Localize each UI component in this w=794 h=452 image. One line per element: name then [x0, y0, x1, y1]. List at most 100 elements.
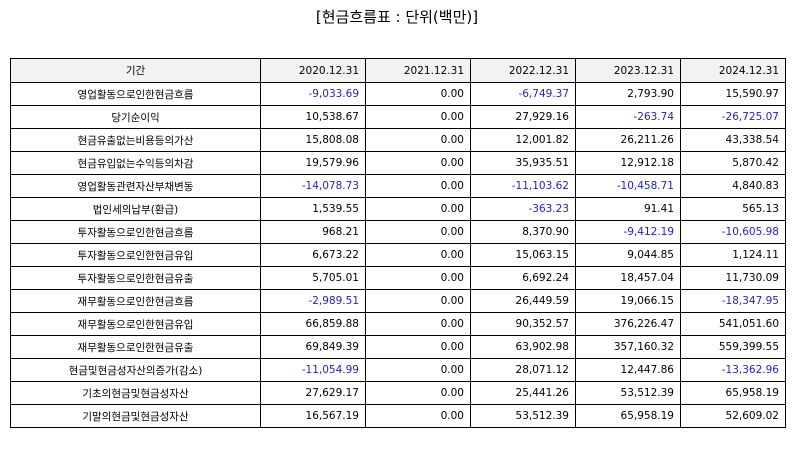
row-label: 투자활동으로인한현금유입 — [10, 243, 261, 267]
value-cell: 12,001.82 — [470, 128, 576, 152]
value-cell: 27,929.16 — [470, 105, 576, 129]
value-cell: -9,412.19 — [575, 220, 681, 244]
row-label: 기말의현금및현금성자산 — [10, 404, 261, 428]
row-label: 현금유입없는수익등의차감 — [10, 151, 261, 175]
value-cell: 559,399.55 — [680, 335, 786, 359]
value-cell: 26,449.59 — [470, 289, 576, 313]
value-cell: 27,629.17 — [260, 381, 366, 405]
value-cell: 4,840.83 — [680, 174, 786, 198]
value-cell: 1,539.55 — [260, 197, 366, 221]
value-cell: 0.00 — [365, 358, 471, 382]
value-cell: 8,370.90 — [470, 220, 576, 244]
value-cell: 0.00 — [365, 312, 471, 336]
value-cell: 6,673.22 — [260, 243, 366, 267]
value-cell: 12,912.18 — [575, 151, 681, 175]
value-cell: 541,051.60 — [680, 312, 786, 336]
table-row: 투자활동으로인한현금흐름 968.21 0.00 8,370.90 -9,412.19-… — [10, 220, 786, 244]
value-cell: -18,347.95 — [680, 289, 786, 313]
row-label: 재무활동으로인한현금흐름 — [10, 289, 261, 313]
value-cell: 376,226.47 — [575, 312, 681, 336]
value-cell: 0.00 — [365, 289, 471, 313]
value-cell: 65,958.19 — [575, 404, 681, 428]
value-cell: 0.00 — [365, 82, 471, 106]
table-body: 영업활동으로인한현금흐름 -9,033.69 0.00 -6,749.37 2,793.… — [10, 82, 786, 428]
value-cell: 0.00 — [365, 335, 471, 359]
value-cell: 65,958.19 — [680, 381, 786, 405]
value-cell: 5,705.01 — [260, 266, 366, 290]
value-cell: -10,605.98 — [680, 220, 786, 244]
value-cell: 968.21 — [260, 220, 366, 244]
value-cell: 35,935.51 — [470, 151, 576, 175]
table-row: 재무활동으로인한현금흐름 -2,989.51 0.00 26,449.59 19,066… — [10, 289, 786, 313]
table-row: 영업활동관련자산부채변동 -14,078.73 0.00 -11,103.62 -10,… — [10, 174, 786, 198]
value-cell: 16,567.19 — [260, 404, 366, 428]
row-label: 투자활동으로인한현금유출 — [10, 266, 261, 290]
value-cell: -13,362.96 — [680, 358, 786, 382]
row-label: 당기순이익 — [10, 105, 261, 129]
row-label: 재무활동으로인한현금유출 — [10, 335, 261, 359]
period-header: 2021.12.31 — [365, 58, 471, 83]
value-cell: 52,609.02 — [680, 404, 786, 428]
value-cell: 12,447.86 — [575, 358, 681, 382]
value-cell: 53,512.39 — [470, 404, 576, 428]
table-row: 현금및현금성자산의증가(감소) -11,054.99 0.00 28,071.12 12… — [10, 358, 786, 382]
value-cell: 0.00 — [365, 243, 471, 267]
value-cell: 15,808.08 — [260, 128, 366, 152]
row-label: 영업활동으로인한현금흐름 — [10, 82, 261, 106]
value-cell: -2,989.51 — [260, 289, 366, 313]
table-row: 재무활동으로인한현금유입 66,859.88 0.00 90,352.57 376,22… — [10, 312, 786, 336]
value-cell: 565.13 — [680, 197, 786, 221]
value-cell: -9,033.69 — [260, 82, 366, 106]
page-title: [현금흐름표 : 단위(백만)] — [315, 8, 479, 26]
value-cell: 28,071.12 — [470, 358, 576, 382]
value-cell: 9,044.85 — [575, 243, 681, 267]
header-row: 기간 2020.12.31 2021.12.31 2022.12.31 2023… — [10, 58, 786, 83]
cash-flow-table: 기간 2020.12.31 2021.12.31 2022.12.31 2023… — [10, 58, 786, 428]
table-row: 법인세의납부(환급) 1,539.55 0.00 -363.23 91.41 565.13 — [10, 197, 786, 221]
row-label: 현금유출없는비용등의가산 — [10, 128, 261, 152]
row-label: 재무활동으로인한현금유입 — [10, 312, 261, 336]
value-cell: 0.00 — [365, 151, 471, 175]
row-label: 현금및현금성자산의증가(감소) — [10, 358, 261, 382]
table-row: 재무활동으로인한현금유출 69,849.39 0.00 63,902.98 357,16… — [10, 335, 786, 359]
value-cell: 19,066.15 — [575, 289, 681, 313]
period-header: 2024.12.31 — [680, 58, 786, 83]
value-cell: 0.00 — [365, 220, 471, 244]
row-label: 법인세의납부(환급) — [10, 197, 261, 221]
value-cell: 0.00 — [365, 197, 471, 221]
row-label: 투자활동으로인한현금흐름 — [10, 220, 261, 244]
value-cell: 5,870.42 — [680, 151, 786, 175]
value-cell: 43,338.54 — [680, 128, 786, 152]
value-cell: -26,725.07 — [680, 105, 786, 129]
value-cell: -263.74 — [575, 105, 681, 129]
row-label: 기초의현금및현금성자산 — [10, 381, 261, 405]
value-cell: -363.23 — [470, 197, 576, 221]
value-cell: -10,458.71 — [575, 174, 681, 198]
value-cell: 11,730.09 — [680, 266, 786, 290]
value-cell: 0.00 — [365, 266, 471, 290]
value-cell: 357,160.32 — [575, 335, 681, 359]
table-row: 기초의현금및현금성자산 27,629.17 0.00 25,441.26 53,512.… — [10, 381, 786, 405]
value-cell: 19,579.96 — [260, 151, 366, 175]
value-cell: 25,441.26 — [470, 381, 576, 405]
table-header: 기간 2020.12.31 2021.12.31 2022.12.31 2023… — [10, 58, 786, 83]
value-cell: 63,902.98 — [470, 335, 576, 359]
table-row: 기말의현금및현금성자산 16,567.19 0.00 53,512.39 65,958.… — [10, 404, 786, 428]
value-cell: 91.41 — [575, 197, 681, 221]
value-cell: -6,749.37 — [470, 82, 576, 106]
value-cell: 2,793.90 — [575, 82, 681, 106]
table-row: 투자활동으로인한현금유출 5,705.01 0.00 6,692.24 18,457.0… — [10, 266, 786, 290]
period-header: 2020.12.31 — [260, 58, 366, 83]
period-header-label: 기간 — [10, 58, 261, 83]
table-row: 당기순이익 10,538.67 0.00 27,929.16 -263.74 -26,72… — [10, 105, 786, 129]
value-cell: 66,859.88 — [260, 312, 366, 336]
table-row: 현금유출없는비용등의가산 15,808.08 0.00 12,001.82 26,211… — [10, 128, 786, 152]
value-cell: 18,457.04 — [575, 266, 681, 290]
row-label: 영업활동관련자산부채변동 — [10, 174, 261, 198]
value-cell: -14,078.73 — [260, 174, 366, 198]
value-cell: 0.00 — [365, 381, 471, 405]
value-cell: -11,103.62 — [470, 174, 576, 198]
value-cell: 15,590.97 — [680, 82, 786, 106]
period-header: 2023.12.31 — [575, 58, 681, 83]
value-cell: 0.00 — [365, 174, 471, 198]
